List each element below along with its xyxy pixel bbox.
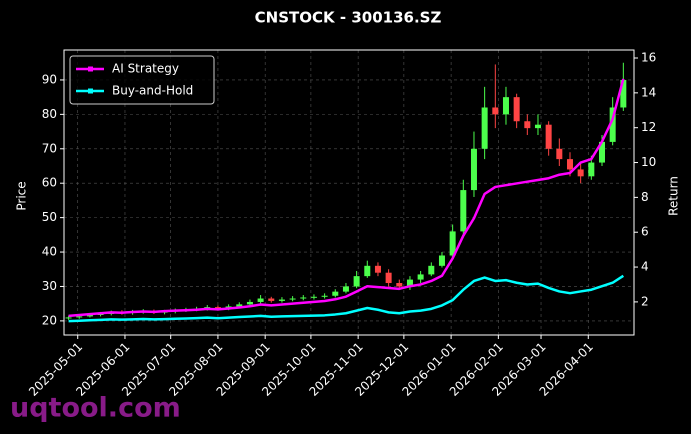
candle-body bbox=[246, 301, 253, 305]
y2-tick-label: 2 bbox=[641, 294, 649, 308]
y2-tick-label: 16 bbox=[641, 51, 656, 65]
y-axis-label: Price bbox=[15, 181, 29, 210]
candle-body bbox=[76, 316, 83, 318]
candle-body bbox=[65, 317, 72, 319]
candle-body bbox=[289, 298, 296, 300]
candle-body bbox=[438, 255, 445, 266]
candle-body bbox=[470, 148, 477, 191]
candle-body bbox=[300, 297, 307, 299]
y-tick-label: 60 bbox=[42, 176, 57, 190]
y-tick-label: 90 bbox=[42, 72, 57, 86]
candle-body bbox=[406, 279, 413, 287]
candle-body bbox=[278, 299, 285, 301]
y2-tick-label: 6 bbox=[641, 225, 649, 239]
candle-body bbox=[492, 107, 499, 115]
candle-body bbox=[428, 265, 435, 275]
line-series bbox=[68, 78, 625, 318]
y-tick-label: 40 bbox=[42, 245, 57, 259]
legend-marker bbox=[88, 66, 93, 72]
candle-body bbox=[449, 231, 456, 256]
y2-tick-label: 10 bbox=[641, 155, 656, 169]
candle-body bbox=[620, 79, 627, 108]
candle-body bbox=[417, 274, 424, 280]
y2-tick-label: 12 bbox=[641, 120, 656, 134]
candle-body bbox=[524, 121, 531, 129]
candle-body bbox=[342, 286, 349, 292]
candle-body bbox=[385, 272, 392, 284]
legend: AI Strategy Buy-and-Hold bbox=[69, 55, 215, 105]
candle-body bbox=[534, 124, 541, 129]
candle-body bbox=[598, 141, 605, 163]
legend-label: Buy-and-Hold bbox=[112, 84, 193, 98]
chart-title: CNSTOCK - 300136.SZ bbox=[255, 9, 442, 27]
y-tick-label: 30 bbox=[42, 279, 57, 293]
candle-body bbox=[460, 190, 467, 232]
plot-frame bbox=[63, 49, 635, 336]
candle-body bbox=[609, 107, 616, 142]
y2-tick-label: 4 bbox=[641, 260, 649, 274]
legend-marker bbox=[88, 88, 93, 94]
candle-body bbox=[588, 162, 595, 177]
candle-body bbox=[86, 314, 93, 317]
y-tick-label: 80 bbox=[42, 107, 57, 121]
y2-axis-label: Return bbox=[667, 176, 681, 216]
line-series bbox=[68, 274, 625, 323]
legend-box bbox=[69, 55, 215, 105]
y-tick-label: 70 bbox=[42, 141, 57, 155]
candle-body bbox=[545, 124, 552, 149]
y2-tick-label: 14 bbox=[641, 85, 656, 99]
candle-body bbox=[236, 304, 243, 307]
candle-body bbox=[502, 97, 509, 115]
y-tick-label: 50 bbox=[42, 210, 57, 224]
watermark: uqtool.com bbox=[10, 393, 181, 424]
candle-body bbox=[566, 159, 573, 170]
candle-body bbox=[364, 265, 371, 277]
candle-body bbox=[577, 169, 584, 177]
candle-body bbox=[214, 307, 221, 309]
y2-tick-label: 8 bbox=[641, 190, 649, 204]
candle-body bbox=[353, 276, 360, 287]
candle-body bbox=[97, 314, 104, 316]
legend-label: AI Strategy bbox=[112, 62, 179, 76]
y-tick-label: 20 bbox=[42, 313, 57, 327]
candle-body bbox=[556, 148, 563, 160]
candle-body bbox=[374, 265, 381, 273]
candle-body bbox=[513, 97, 520, 122]
candle-body bbox=[481, 107, 488, 149]
candle-body bbox=[321, 295, 328, 297]
candle-body bbox=[396, 283, 403, 287]
candle-body bbox=[257, 298, 264, 302]
candle-body bbox=[268, 298, 275, 301]
candle-body bbox=[332, 291, 339, 296]
candle-body bbox=[310, 296, 317, 298]
